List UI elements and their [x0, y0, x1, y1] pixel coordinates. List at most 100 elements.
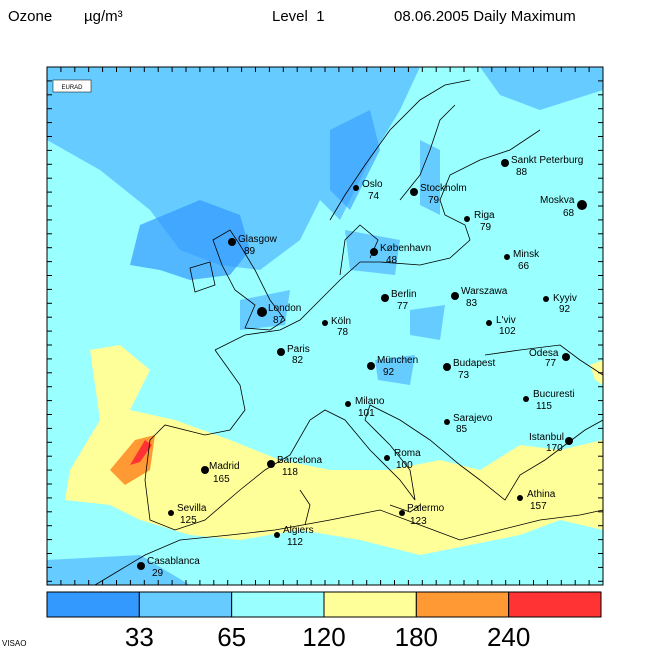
city-value: 112: [287, 537, 303, 548]
city-value: 83: [466, 298, 478, 309]
city-name: Warszawa: [461, 286, 508, 297]
city-dot: [444, 419, 450, 425]
city-value: 82: [292, 355, 304, 366]
city-name: Kyyiv: [553, 293, 577, 304]
city-dot: [562, 353, 570, 361]
city-value: 165: [213, 474, 230, 485]
city-name: Moskva: [540, 195, 575, 206]
logo-text: EURAD: [61, 85, 83, 91]
city: Madrid 165: [201, 461, 240, 485]
map-field: [47, 67, 603, 585]
footer: VISAO: [2, 639, 26, 648]
legend-swatch: [231, 591, 325, 618]
city-value: 68: [563, 208, 575, 219]
city-value: 92: [383, 367, 395, 378]
city-name: Athina: [527, 489, 556, 500]
city-name: Riga: [474, 210, 495, 221]
city-dot: [486, 320, 492, 326]
city-dot: [228, 238, 236, 246]
city-name: Köln: [331, 316, 351, 327]
city-dot: [565, 437, 573, 445]
city-dot: [201, 466, 209, 474]
level: Level 1: [272, 8, 325, 25]
coastlines: [94, 79, 604, 586]
legend-swatch: [323, 591, 417, 618]
city-value: 115: [536, 401, 552, 412]
city-dot: [517, 495, 523, 501]
city-dot: [137, 562, 145, 570]
city-value: 157: [530, 501, 547, 512]
city-value: 118: [282, 467, 298, 478]
city-value: 123: [410, 516, 427, 527]
city-name: Casablanca: [147, 556, 200, 567]
city-name: Oslo: [362, 179, 383, 190]
legend-label: 180: [395, 622, 438, 650]
city-dot: [370, 248, 378, 256]
city-value: 125: [180, 515, 197, 526]
city-value: 87: [273, 315, 285, 326]
city-dot: [399, 510, 405, 516]
city-name: Roma: [394, 448, 421, 459]
city-name: Minsk: [513, 249, 540, 260]
city-name: Stockholm: [420, 183, 467, 194]
city-value: 170: [546, 443, 563, 454]
legend-label: 33: [125, 622, 154, 650]
legend-swatch: [138, 591, 233, 618]
city-name: Odesa: [529, 348, 559, 359]
city-name: Palermo: [407, 503, 445, 514]
city-name: Istanbul: [529, 432, 564, 443]
legend-swatch: [46, 591, 140, 618]
city-value: 73: [458, 370, 470, 381]
city-dot: [274, 532, 280, 538]
legend-swatch: [508, 591, 602, 618]
legend-swatch: [415, 591, 510, 618]
city-value: 48: [386, 255, 398, 266]
city-dot: [451, 292, 459, 300]
city: Moskva 68: [540, 195, 587, 219]
city-value: 92: [559, 304, 571, 315]
city-value: 89: [244, 246, 256, 257]
city-name: Sankt Peterburg: [511, 155, 583, 166]
city-name: København: [380, 243, 431, 254]
city-value: 66: [518, 261, 530, 272]
city-name: Milano: [355, 396, 385, 407]
city-value: 74: [368, 191, 380, 202]
city-value: 79: [428, 195, 440, 206]
city-value: 100: [396, 460, 413, 471]
city-value: 85: [456, 424, 468, 435]
city-dot: [267, 460, 275, 468]
city-name: Algiers: [283, 525, 314, 536]
city-dot: [410, 188, 418, 196]
city-name: L'viv: [496, 315, 516, 326]
city-value: 77: [397, 301, 409, 312]
city-dot: [464, 216, 470, 222]
city-dot: [501, 159, 509, 167]
legend: 33 65 120 180 240: [46, 591, 602, 650]
city-dot: [384, 455, 390, 461]
legend-label: 120: [302, 622, 345, 650]
city: Palermo 123: [399, 503, 445, 527]
